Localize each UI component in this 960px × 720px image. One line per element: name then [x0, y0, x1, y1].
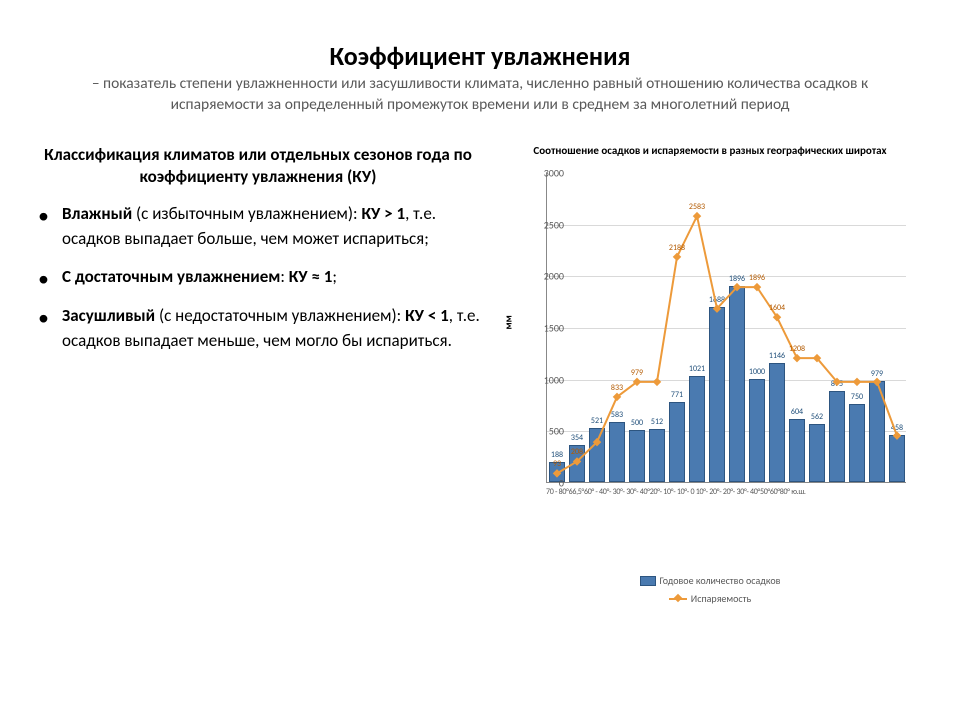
page-title: Коэффициент увлажнения	[50, 40, 910, 72]
list-item: Засушливый (с недостаточным увлажнением)…	[62, 304, 480, 353]
y-tick-label: 500	[549, 425, 564, 438]
y-tick-label: 3000	[544, 166, 564, 179]
y-axis-label: мм	[502, 315, 515, 329]
classification-heading: Классификация климатов или отдельных сез…	[36, 144, 480, 188]
y-tick-label: 2500	[544, 218, 564, 231]
legend: Годовое количество осадков Испаряемость	[490, 573, 930, 609]
y-tick-label: 0	[559, 476, 564, 489]
legend-swatch-line	[669, 594, 687, 604]
y-tick-label: 1000	[544, 373, 564, 386]
line-value-label: 1896	[749, 273, 765, 283]
line-value-label: 1208	[789, 344, 805, 354]
line-value-label: 979	[631, 368, 643, 378]
bullet-list: Влажный (с избыточным увлажнением): КУ >…	[36, 202, 480, 353]
chart-title: Соотношение осадков и испаряемости в раз…	[490, 144, 930, 157]
plot-region: 1883545215835005127711021168818961000114…	[546, 173, 906, 483]
legend-label: Испаряемость	[691, 591, 751, 607]
y-tick-label: 1500	[544, 321, 564, 334]
chart-area: мм 1883545215835005127711021168818961000…	[510, 165, 930, 525]
chart-panel: Соотношение осадков и испаряемости в раз…	[490, 144, 930, 609]
line-series	[547, 173, 907, 483]
line-value-label: 93	[553, 459, 561, 469]
list-item: С достаточным увлажнением: КУ ≈ 1;	[62, 265, 480, 290]
list-item: Влажный (с избыточным увлажнением): КУ >…	[62, 202, 480, 251]
line-value-label: 2583	[689, 202, 705, 212]
legend-label: Годовое количество осадков	[660, 573, 781, 589]
x-axis-labels: 70 - 80°66,5°60° - 40°- 30°- 30°- 40°20°…	[546, 487, 906, 497]
legend-swatch-bar	[640, 576, 656, 586]
subtitle: – показатель степени увлажненности или з…	[50, 74, 910, 116]
line-value-label: 2188	[669, 243, 685, 253]
line-value-label: 1604	[769, 303, 785, 313]
line-value-label: 208	[571, 447, 583, 457]
y-tick-label: 2000	[544, 270, 564, 283]
classification-panel: Классификация климатов или отдельных сез…	[30, 144, 490, 609]
line-value-label: 833	[611, 383, 623, 393]
